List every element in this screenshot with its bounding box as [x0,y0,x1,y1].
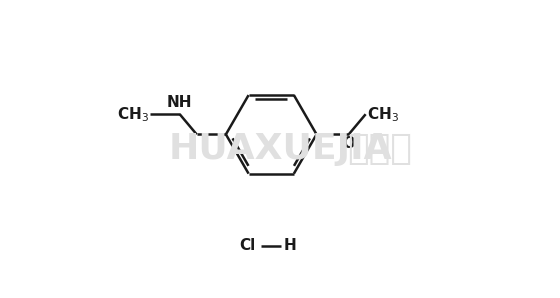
Text: HUAXUEJIA: HUAXUEJIA [168,132,392,166]
Text: NH: NH [167,95,193,110]
Text: CH$_3$: CH$_3$ [367,105,399,124]
Text: Cl: Cl [239,238,255,253]
Text: O: O [342,136,355,151]
Text: H: H [284,238,297,253]
Text: 化学加: 化学加 [347,132,412,166]
Text: CH$_3$: CH$_3$ [117,105,149,124]
